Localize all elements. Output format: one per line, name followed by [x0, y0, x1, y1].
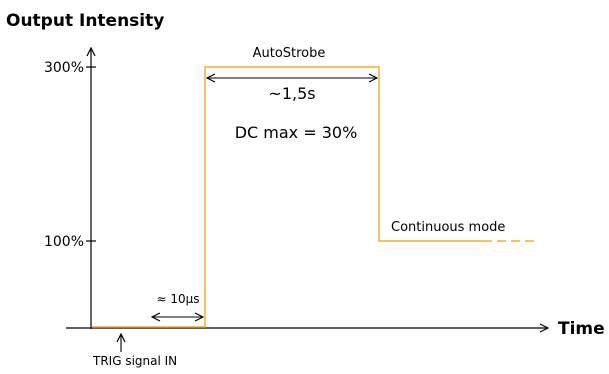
tick-label-100: 100% [44, 234, 84, 250]
duration-label: ~1,5s [268, 84, 315, 103]
signal-trace [92, 66, 483, 328]
duty-cycle-label: DC max = 30% [235, 123, 358, 142]
tick-label-300: 300% [44, 60, 84, 76]
trigger-label: TRIG signal IN [92, 354, 177, 368]
autostrobe-label: AutoStrobe [253, 46, 326, 61]
continuous-mode-label: Continuous mode [391, 220, 505, 235]
x-axis-label: Time [558, 319, 605, 339]
chart-title: Output Intensity [6, 11, 164, 31]
delay-label: ≈ 10µs [156, 292, 199, 306]
